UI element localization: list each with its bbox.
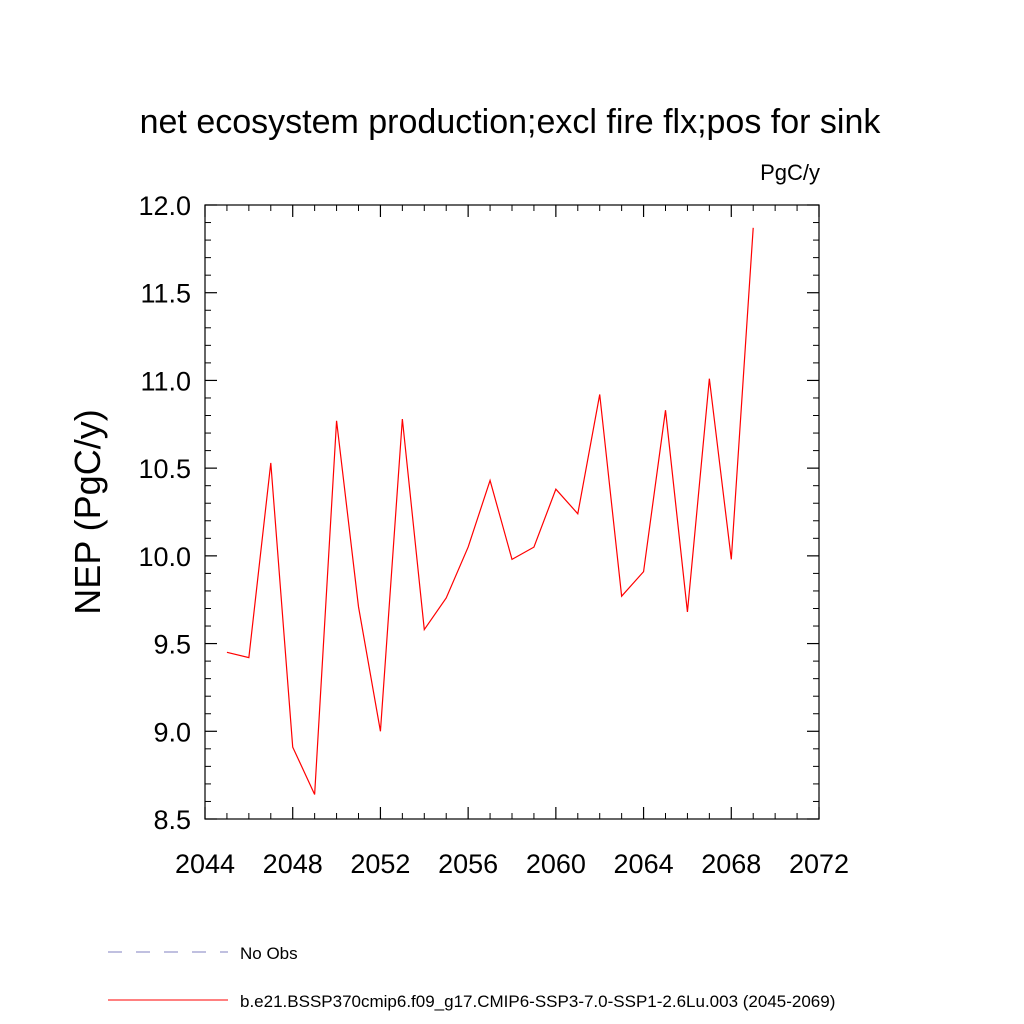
y-tick-label: 12.0 <box>138 191 191 221</box>
data-point <box>379 730 381 732</box>
plot-frame <box>204 204 820 820</box>
data-point <box>489 479 491 481</box>
data-point <box>555 488 557 490</box>
data-point <box>577 513 579 515</box>
data-point <box>730 558 732 560</box>
data-point <box>357 606 359 608</box>
series-layer <box>226 227 754 795</box>
legend: No Obs b.e21.BSSP370cmip6.f09_g17.CMIP6-S… <box>108 944 835 1011</box>
data-point <box>423 628 425 630</box>
y-tick-label: 11.5 <box>140 279 191 309</box>
data-point <box>335 420 337 422</box>
x-tick-label: 2060 <box>526 849 586 879</box>
data-point <box>445 597 447 599</box>
y-tick-label: 8.5 <box>153 805 191 835</box>
data-point <box>533 546 535 548</box>
x-tick-label: 2052 <box>350 849 410 879</box>
y-tick-label: 11.0 <box>140 366 191 396</box>
x-tick-label: 2044 <box>175 849 235 879</box>
data-point <box>686 611 688 613</box>
y-tick-label: 9.0 <box>153 717 191 747</box>
data-point <box>292 746 294 748</box>
x-tick-label: 2048 <box>263 849 323 879</box>
data-point <box>599 393 601 395</box>
y-axis-label: NEP (PgC/y) <box>67 409 108 614</box>
series-line <box>226 227 754 795</box>
legend-label: No Obs <box>240 944 298 963</box>
data-point <box>270 462 272 464</box>
data-point <box>708 377 710 379</box>
x-tick-label: 2072 <box>789 849 849 879</box>
data-point <box>248 656 250 658</box>
y-tick-label: 10.5 <box>138 454 191 484</box>
data-point <box>313 793 315 795</box>
x-tick-label: 2068 <box>701 849 761 879</box>
data-point <box>226 651 228 653</box>
y-tick-label: 10.0 <box>138 542 191 572</box>
legend-label: b.e21.BSSP370cmip6.f09_g17.CMIP6-SSP3-7.… <box>240 992 835 1011</box>
chart-title: net ecosystem production;excl fire flx;p… <box>140 103 882 141</box>
data-point <box>752 227 754 229</box>
y-tick-label: 9.5 <box>153 630 191 660</box>
data-point <box>401 418 403 420</box>
data-point <box>511 558 513 560</box>
x-tick-label: 2056 <box>438 849 498 879</box>
data-point <box>642 570 644 572</box>
data-point <box>467 546 469 548</box>
data-point <box>664 409 666 411</box>
axis-ticks <box>204 204 820 820</box>
data-point <box>620 595 622 597</box>
tick-labels: 2044 2048 2052 2056 2060 2064 2068 2072 8.5 9.0 9.… <box>138 191 849 879</box>
x-tick-label: 2064 <box>614 849 674 879</box>
units-label: PgC/y <box>760 160 820 185</box>
